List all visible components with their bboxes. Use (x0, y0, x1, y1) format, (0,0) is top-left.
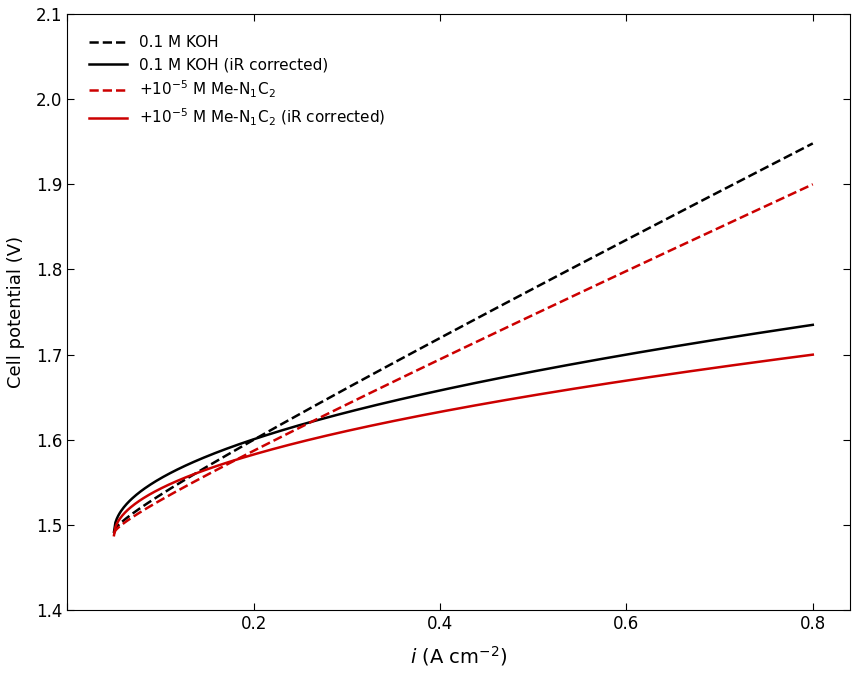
Y-axis label: Cell potential (V): Cell potential (V) (7, 236, 25, 388)
Legend: 0.1 M KOH, 0.1 M KOH (iR corrected), $+10^{-5}$ M Me-N$_1$C$_2$, $+10^{-5}$ M Me: 0.1 M KOH, 0.1 M KOH (iR corrected), $+1… (76, 23, 398, 140)
X-axis label: $i$ (A cm$^{-2}$): $i$ (A cm$^{-2}$) (411, 644, 507, 668)
